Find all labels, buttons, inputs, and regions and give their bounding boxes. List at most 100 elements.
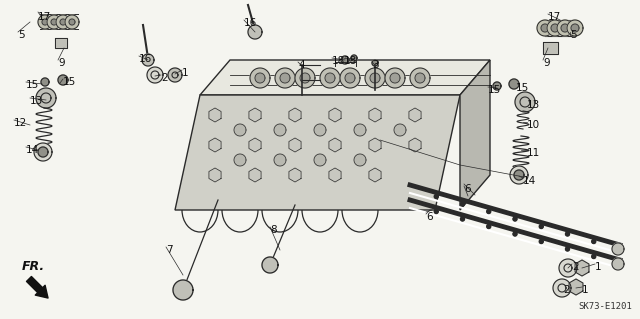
Polygon shape	[329, 138, 341, 152]
Text: 14: 14	[523, 176, 536, 186]
Polygon shape	[461, 202, 465, 206]
Polygon shape	[209, 138, 221, 152]
Polygon shape	[551, 24, 559, 32]
Text: 7: 7	[166, 245, 173, 255]
Polygon shape	[513, 232, 517, 236]
Text: 13: 13	[30, 96, 44, 106]
Text: 1: 1	[595, 262, 602, 272]
Text: 15: 15	[26, 80, 39, 90]
Text: 15: 15	[488, 85, 501, 95]
Text: 18: 18	[332, 56, 345, 66]
Polygon shape	[345, 73, 355, 83]
Polygon shape	[559, 259, 577, 277]
Polygon shape	[515, 92, 535, 112]
Polygon shape	[514, 170, 524, 180]
Text: 12: 12	[14, 118, 28, 128]
Polygon shape	[300, 73, 310, 83]
Polygon shape	[234, 124, 246, 136]
Text: 1: 1	[582, 285, 589, 295]
Polygon shape	[435, 195, 438, 198]
Polygon shape	[575, 260, 589, 276]
Polygon shape	[147, 67, 163, 83]
Polygon shape	[340, 68, 360, 88]
Polygon shape	[248, 25, 262, 39]
Polygon shape	[566, 247, 570, 251]
Text: 6: 6	[426, 212, 433, 222]
Polygon shape	[372, 60, 378, 66]
Text: 2: 2	[161, 73, 168, 83]
Polygon shape	[370, 73, 380, 83]
Polygon shape	[289, 138, 301, 152]
Polygon shape	[250, 68, 270, 88]
Polygon shape	[249, 108, 261, 122]
Polygon shape	[289, 168, 301, 182]
Text: 2: 2	[563, 285, 570, 295]
Polygon shape	[390, 73, 400, 83]
Polygon shape	[513, 217, 517, 221]
Polygon shape	[274, 154, 286, 166]
Polygon shape	[38, 15, 52, 29]
Text: 8: 8	[270, 225, 276, 235]
Polygon shape	[249, 138, 261, 152]
Polygon shape	[557, 20, 573, 36]
Polygon shape	[58, 75, 68, 85]
Polygon shape	[461, 217, 465, 221]
Text: 9: 9	[543, 58, 550, 68]
Polygon shape	[34, 143, 52, 161]
Polygon shape	[36, 88, 56, 108]
Polygon shape	[561, 24, 569, 32]
Text: 15: 15	[63, 77, 76, 87]
Polygon shape	[612, 258, 624, 270]
Polygon shape	[365, 68, 385, 88]
Polygon shape	[537, 20, 553, 36]
Polygon shape	[274, 124, 286, 136]
Polygon shape	[592, 240, 596, 243]
Polygon shape	[540, 225, 543, 228]
Polygon shape	[60, 19, 66, 25]
Polygon shape	[487, 210, 491, 213]
Polygon shape	[567, 20, 583, 36]
Text: 16: 16	[139, 54, 152, 64]
Polygon shape	[612, 243, 624, 255]
Polygon shape	[394, 124, 406, 136]
Polygon shape	[547, 20, 563, 36]
Polygon shape	[354, 124, 366, 136]
Text: 17: 17	[548, 12, 561, 22]
Text: 5: 5	[570, 30, 577, 40]
Polygon shape	[209, 168, 221, 182]
Polygon shape	[410, 68, 430, 88]
Polygon shape	[460, 60, 490, 210]
FancyArrowPatch shape	[26, 277, 48, 298]
Polygon shape	[369, 108, 381, 122]
Polygon shape	[415, 73, 425, 83]
Polygon shape	[510, 166, 528, 184]
Polygon shape	[262, 257, 278, 273]
Text: 1: 1	[182, 68, 189, 78]
Polygon shape	[592, 255, 596, 258]
Text: 3: 3	[372, 60, 379, 70]
Polygon shape	[329, 108, 341, 122]
Polygon shape	[42, 19, 48, 25]
Polygon shape	[142, 54, 154, 66]
Polygon shape	[409, 138, 421, 152]
Text: 11: 11	[527, 148, 540, 158]
Polygon shape	[354, 154, 366, 166]
Polygon shape	[325, 73, 335, 83]
Polygon shape	[569, 279, 583, 295]
Polygon shape	[295, 68, 315, 88]
Polygon shape	[493, 82, 501, 90]
Polygon shape	[487, 225, 491, 228]
Polygon shape	[341, 56, 349, 64]
Polygon shape	[175, 95, 460, 210]
Polygon shape	[38, 147, 48, 157]
Polygon shape	[69, 19, 75, 25]
Polygon shape	[509, 79, 519, 89]
Text: 10: 10	[527, 120, 540, 130]
Polygon shape	[65, 15, 79, 29]
Polygon shape	[56, 15, 70, 29]
Polygon shape	[314, 124, 326, 136]
Polygon shape	[51, 19, 57, 25]
Polygon shape	[249, 168, 261, 182]
Polygon shape	[255, 73, 265, 83]
Polygon shape	[435, 210, 438, 213]
